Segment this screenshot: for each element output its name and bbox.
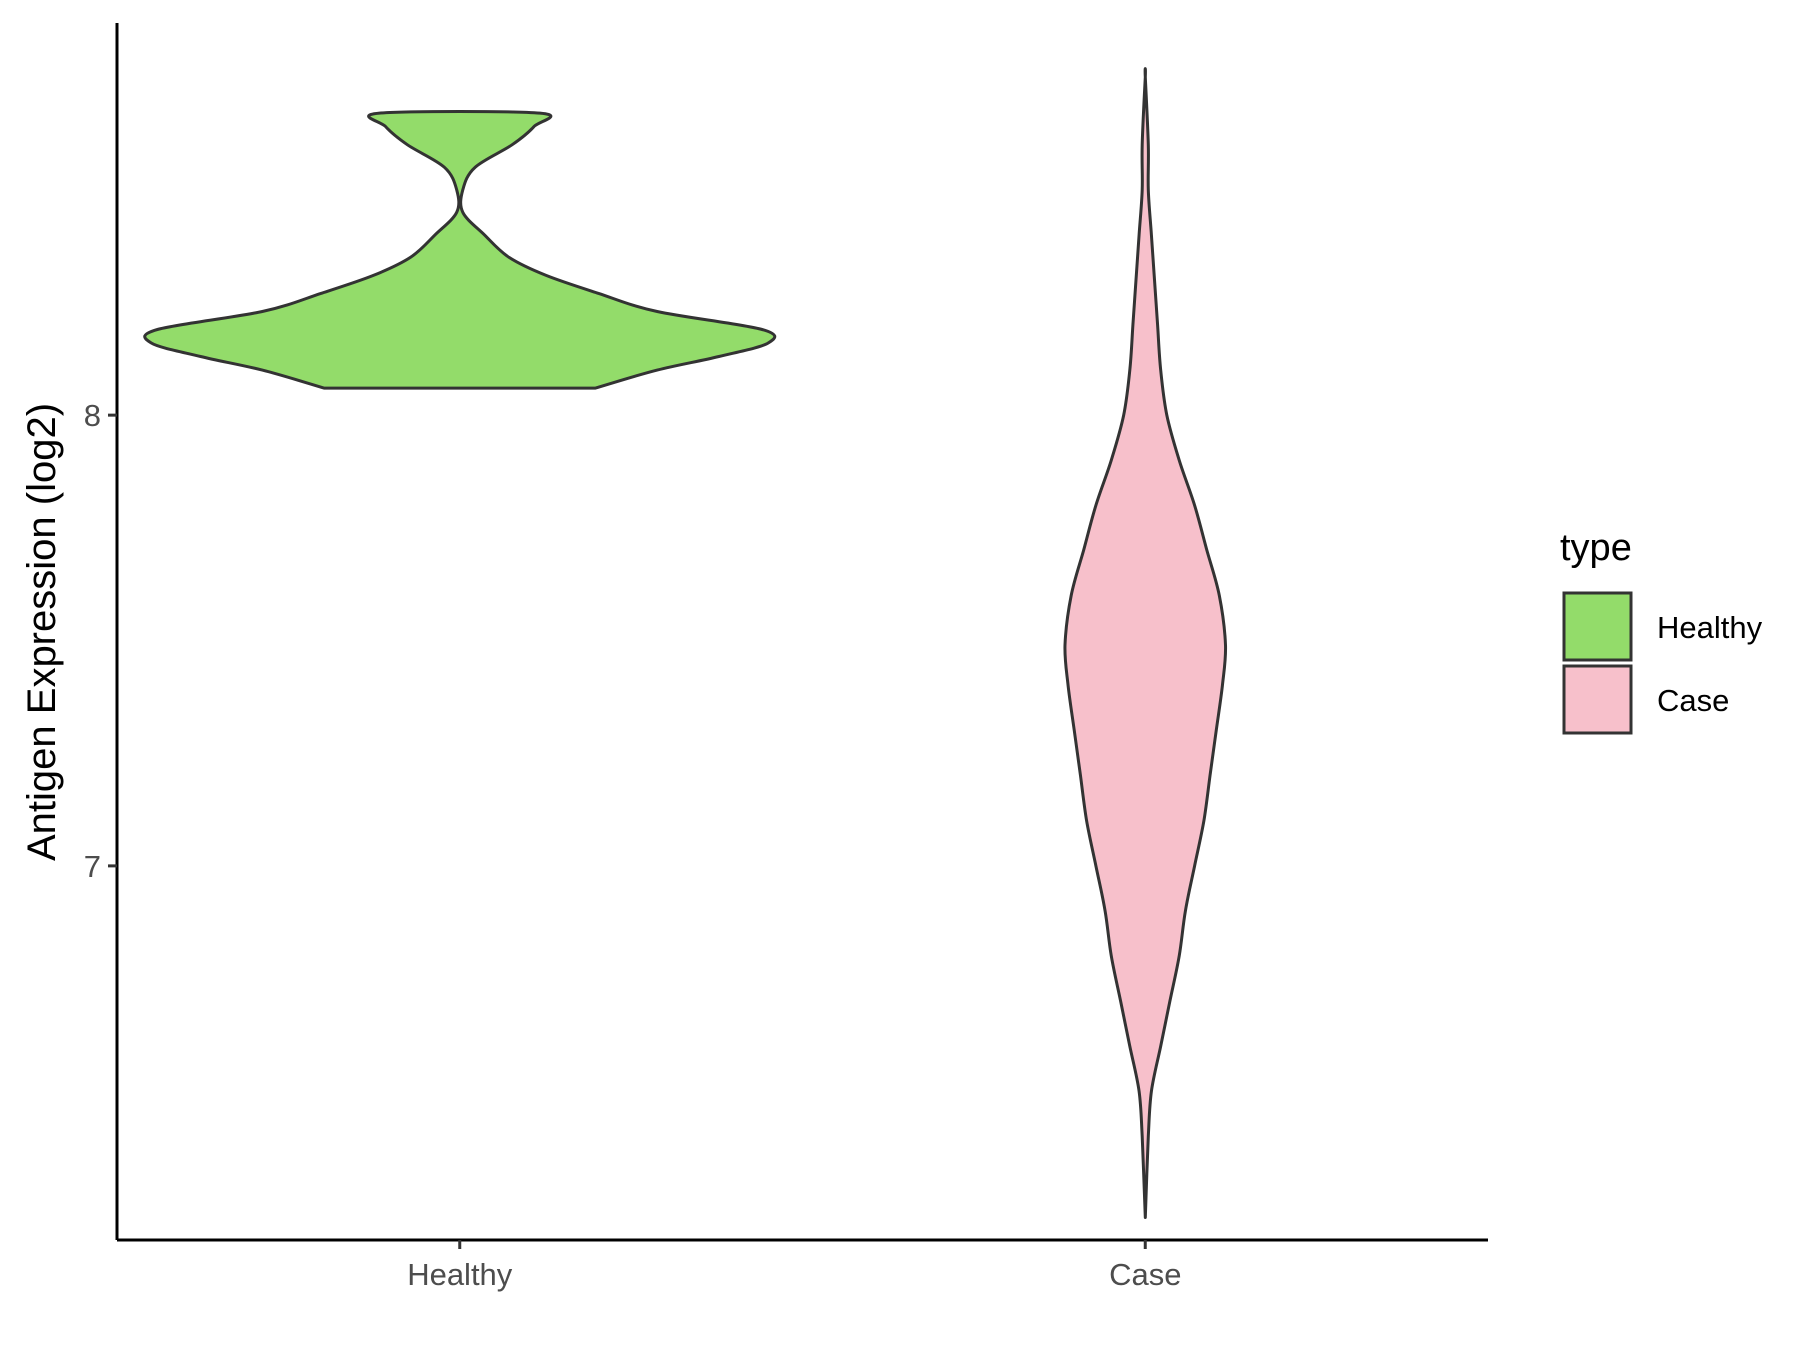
legend-title: type [1560, 527, 1632, 569]
legend-entries: Healthy Case [1562, 591, 1763, 735]
x-tick-label: Case [1109, 1257, 1181, 1292]
legend-swatch-case [1562, 664, 1633, 735]
x-ticks: Healthy Case [407, 1240, 1181, 1292]
violin-case [1063, 67, 1228, 1219]
legend-label-healthy: Healthy [1657, 610, 1763, 645]
x-tick-label: Healthy [407, 1257, 513, 1292]
legend-swatch-healthy [1562, 591, 1633, 662]
legend-label-case: Case [1657, 683, 1729, 718]
legend: type Healthy Case [1560, 527, 1763, 735]
violins-layer [143, 67, 1228, 1219]
y-axis-title: Antigen Expression (log2) [20, 403, 64, 861]
y-tick-label: 8 [84, 398, 101, 433]
violin-healthy [143, 109, 777, 390]
y-tick-label: 7 [84, 849, 101, 884]
y-ticks: 78 [84, 398, 117, 884]
